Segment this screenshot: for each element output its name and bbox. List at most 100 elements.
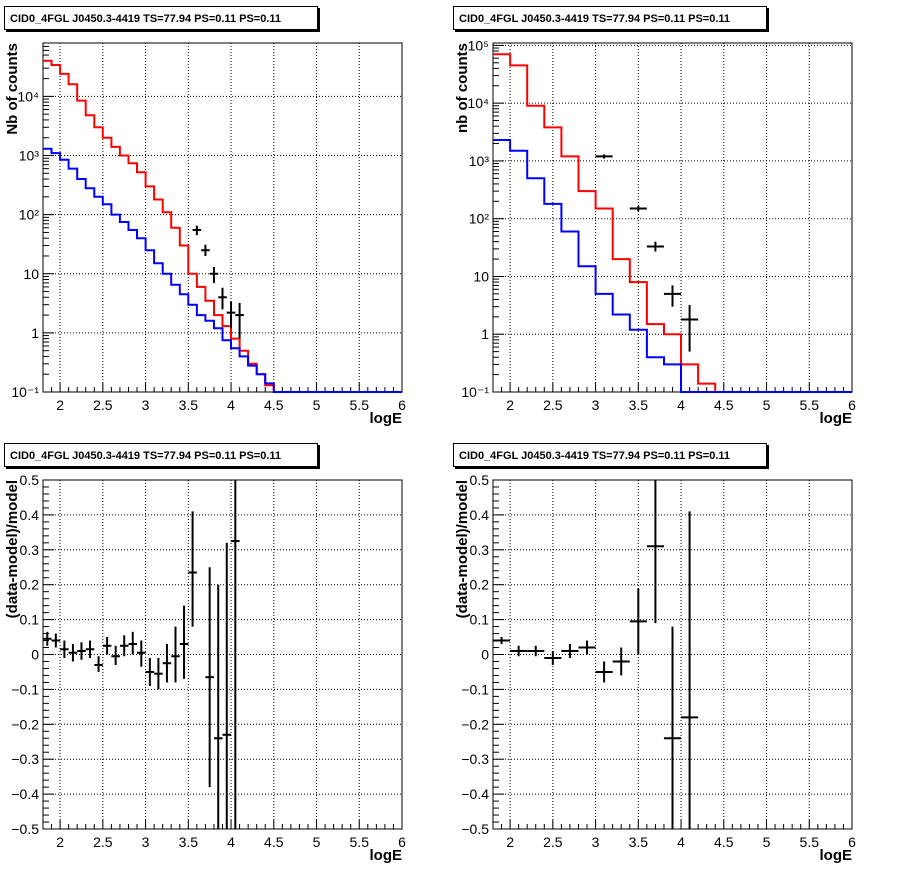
x-tick-label: 2 [56, 397, 64, 413]
y-tick-label: 0.3 [20, 542, 40, 558]
data-point [493, 637, 511, 645]
y-tick-label: −0.3 [461, 751, 489, 767]
data-point [137, 640, 146, 667]
y-tick-label: 0.4 [20, 507, 40, 523]
x-tick-label: 3.5 [629, 834, 649, 850]
y-tick-label: 0 [31, 647, 39, 663]
y-axis-label: (data-model)/model [454, 480, 471, 618]
data-point [179, 605, 189, 679]
data-point [681, 305, 699, 352]
data-point [51, 633, 61, 648]
y-tick-label: 10⁵ [468, 37, 489, 53]
x-tick-label: 4.5 [714, 834, 734, 850]
x-tick-label: 3.5 [179, 834, 199, 850]
data-point [663, 626, 682, 829]
y-tick-label: 0.2 [20, 577, 40, 593]
x-tick-label: 2.5 [93, 834, 113, 850]
x-axis-label: logE [820, 410, 853, 427]
panel-title-1: CID0_4FGL J0450.3-4419 TS=77.94 PS=0.11 … [4, 6, 318, 30]
x-tick-label: 3 [592, 834, 600, 850]
data-point [102, 637, 112, 655]
x-tick-label: 6 [848, 397, 856, 413]
data-point [663, 285, 682, 307]
x-tick-label: 5.5 [350, 834, 370, 850]
x-axis-label: logE [370, 847, 403, 864]
data-point [595, 154, 613, 159]
data-point [128, 631, 138, 655]
y-tick-label: −0.4 [11, 786, 39, 802]
y-tick-label: 0.2 [470, 577, 490, 593]
x-tick-label: 4 [677, 397, 685, 413]
y-tick-label: 10⁻¹ [461, 384, 489, 400]
plot-frame [492, 42, 853, 393]
x-tick-label: 3.5 [179, 397, 199, 413]
y-tick-label: 10 [23, 266, 39, 282]
y-tick-label: 0.5 [470, 472, 490, 488]
x-tick-label: 3 [142, 834, 150, 850]
data-points [192, 225, 244, 339]
data-point [235, 303, 244, 339]
data-points [595, 154, 699, 352]
y-tick-label: −0.5 [461, 821, 489, 837]
data-point [629, 206, 647, 212]
data-point [188, 511, 197, 627]
y-tick-label: 10³ [469, 153, 490, 169]
data-point [646, 241, 664, 252]
x-tick-label: 2 [506, 397, 514, 413]
grid [43, 43, 402, 392]
x-tick-label: 5 [763, 834, 771, 850]
y-tick-label: 0.1 [20, 612, 40, 628]
panel-title-4: CID0_4FGL J0450.3-4419 TS=77.94 PS=0.11 … [453, 443, 767, 467]
x-tick-label: 4.5 [264, 834, 284, 850]
x-tick-label: 4 [677, 834, 685, 850]
x-tick-label: 5 [313, 397, 321, 413]
data-point [119, 635, 129, 657]
data-point [578, 640, 596, 655]
data-point [68, 644, 78, 662]
data-points [493, 480, 699, 829]
y-tick-label: 0.1 [470, 612, 490, 628]
x-axis-label: logE [820, 847, 853, 864]
x-tick-label: 5 [763, 397, 771, 413]
y-tick-label: 0.5 [20, 472, 40, 488]
data-point [209, 267, 219, 283]
x-tick-label: 5.5 [350, 397, 370, 413]
chart-panel-3: 2 2.5 3 3.5 4 4.5 5 5.5 6 −0.5 −0.4 −0.3 −0.2 −0.1 0 0.… [4, 472, 406, 864]
data-point [544, 651, 562, 665]
x-tick-label: 4.5 [264, 397, 284, 413]
data-point [111, 645, 120, 665]
x-tick-label: 5.5 [800, 397, 820, 413]
y-tick-label: −0.5 [11, 821, 39, 837]
x-axis-label: logE [370, 410, 403, 427]
y-tick-label: 0 [481, 647, 489, 663]
y-tick-label: −0.1 [11, 681, 39, 697]
x-tick-label: 2 [506, 834, 514, 850]
x-tick-label: 3 [592, 397, 600, 413]
data-point [43, 631, 52, 646]
y-tick-label: 1 [31, 325, 39, 341]
x-tick-label: 3.5 [629, 397, 649, 413]
y-tick-label: 10 [473, 268, 489, 284]
y-axis-label: Nb of counts [4, 43, 21, 135]
data-point [646, 480, 664, 624]
y-tick-label: 0.4 [470, 507, 490, 523]
data-point [527, 645, 545, 657]
x-tick-label: 6 [398, 834, 406, 850]
data-point [171, 626, 180, 683]
data-point [192, 225, 202, 236]
data-point [162, 644, 172, 683]
x-tick-label: 4 [227, 834, 235, 850]
data-point [629, 588, 647, 655]
data-point [226, 301, 236, 329]
panel-title-3: CID0_4FGL J0450.3-4419 TS=77.94 PS=0.11 … [4, 443, 318, 467]
y-tick-label: 10² [469, 211, 490, 227]
y-tick-label: 0.3 [470, 542, 490, 558]
data-point [94, 656, 103, 672]
x-tick-label: 4 [227, 397, 235, 413]
y-axis-label: nb of counts [454, 43, 471, 133]
data-point [595, 661, 613, 683]
x-tick-label: 4.5 [714, 397, 734, 413]
x-tick-label: 5.5 [800, 834, 820, 850]
grid [493, 43, 852, 392]
y-tick-label: −0.3 [11, 751, 39, 767]
